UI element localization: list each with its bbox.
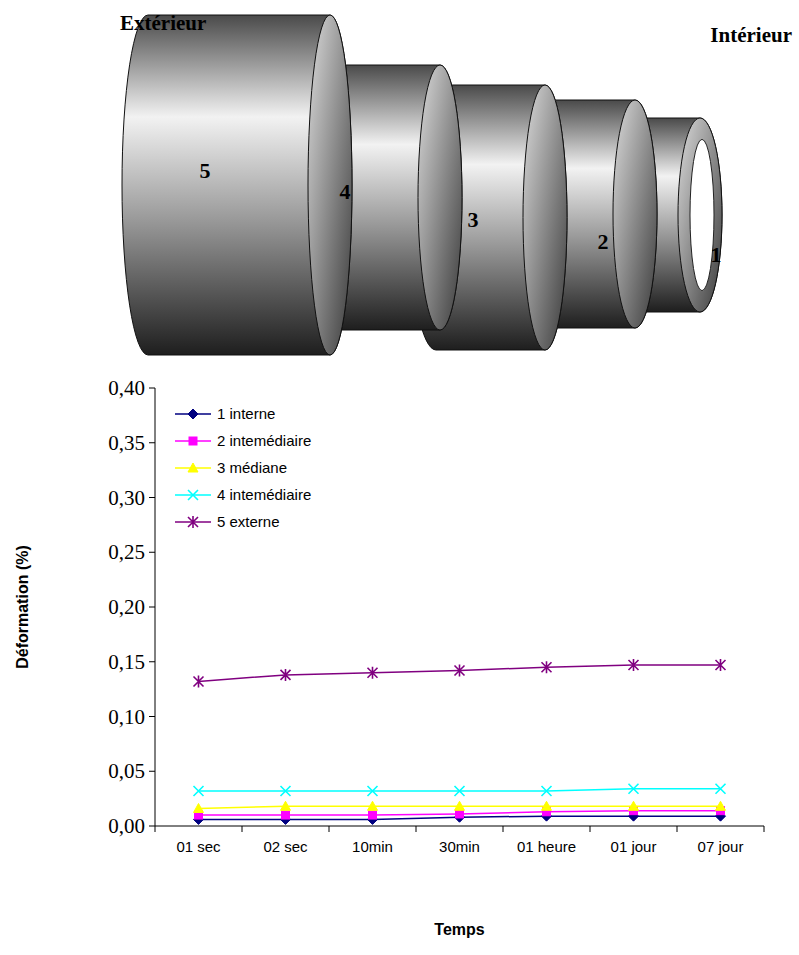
page: 54321ExtérieurIntérieur0,000,050,100,150… [0, 0, 799, 955]
y-tick [149, 497, 155, 498]
x-tick [590, 826, 591, 832]
cylinder-end [308, 15, 352, 355]
y-tick-label: 0,40 [108, 376, 145, 400]
marker [188, 490, 198, 500]
y-tick-label: 0,25 [108, 540, 145, 564]
ring-label: 3 [468, 207, 479, 232]
marker [368, 786, 378, 796]
marker [629, 784, 639, 794]
marker [455, 665, 465, 677]
y-tick [149, 607, 155, 608]
marker [455, 786, 465, 796]
legend-label: 2 intemédiaire [217, 432, 311, 449]
cylinder-end [678, 118, 722, 312]
marker [281, 801, 291, 810]
marker [716, 801, 726, 810]
marker [368, 667, 378, 679]
y-tick-label: 0,20 [108, 595, 145, 619]
x-tick-label: 10min [352, 838, 393, 855]
series [194, 801, 726, 812]
y-tick [149, 661, 155, 662]
marker [716, 659, 726, 671]
marker [368, 801, 378, 810]
marker [629, 659, 639, 671]
marker [542, 661, 552, 673]
y-tick [149, 388, 155, 389]
marker [629, 801, 639, 810]
cylinder-end [418, 65, 462, 330]
x-axis-title: Temps [434, 921, 484, 938]
y-tick-label: 0,10 [108, 705, 145, 729]
x-tick [503, 826, 504, 832]
marker [716, 784, 726, 794]
cylinder-end [523, 85, 567, 350]
y-tick-label: 0,35 [108, 431, 145, 455]
cylinder-body [122, 15, 352, 355]
y-tick-label: 0,15 [108, 650, 145, 674]
cylinder-end [613, 100, 657, 328]
y-tick [149, 552, 155, 553]
y-tick-label: 0,30 [108, 486, 145, 510]
marker [194, 675, 204, 687]
cylinder-hole [690, 139, 714, 290]
marker [188, 516, 198, 528]
x-tick-label: 30min [439, 838, 480, 855]
legend-label: 1 interne [217, 405, 275, 422]
series [194, 784, 726, 796]
ring-label: 4 [340, 179, 351, 204]
y-tick [149, 716, 155, 717]
ring-label: 5 [200, 158, 211, 183]
x-tick-label: 01 heure [517, 838, 576, 855]
marker [188, 463, 198, 472]
marker [542, 786, 552, 796]
x-tick-label: 01 jour [611, 838, 657, 855]
plot-area [194, 659, 726, 824]
ring-label: 1 [711, 242, 722, 267]
left-label: Extérieur [120, 11, 206, 35]
x-tick-label: 02 sec [263, 838, 308, 855]
y-tick [149, 826, 155, 827]
marker [281, 786, 291, 796]
x-tick [329, 826, 330, 832]
y-tick [149, 771, 155, 772]
legend-label: 5 externe [217, 513, 280, 530]
marker [189, 437, 197, 445]
legend: 1 interne 2 intemédiaire 3 médiane 4 intemé… [175, 405, 311, 530]
x-tick-label: 01 sec [176, 838, 221, 855]
marker [456, 810, 464, 818]
series-line [199, 665, 721, 681]
cylinder-diagram: 5 4 3 2 1 [122, 15, 722, 355]
legend-label: 4 intemédiaire [217, 486, 311, 503]
ring-label: 2 [598, 229, 609, 254]
x-tick-label: 07 jour [698, 838, 744, 855]
marker [455, 801, 465, 810]
marker [542, 801, 552, 810]
x-axis-line [155, 826, 764, 827]
marker [281, 669, 291, 681]
marker [369, 811, 377, 819]
x-tick [416, 826, 417, 832]
y-tick-label: 0,00 [108, 814, 145, 838]
right-label: Intérieur [710, 23, 792, 47]
x-tick [242, 826, 243, 832]
x-tick [677, 826, 678, 832]
y-tick [149, 442, 155, 443]
axes: 0,00 0,05 0,10 0,15 0,20 0,25 0,30 0,35 0,40 01 s… [14, 376, 764, 938]
y-tick-label: 0,05 [108, 759, 145, 783]
y-axis-title: Déformation (%) [14, 545, 31, 669]
marker [194, 803, 204, 812]
series [194, 659, 726, 687]
marker [194, 786, 204, 796]
marker [282, 811, 290, 819]
marker [188, 409, 198, 419]
x-tick [155, 826, 156, 832]
x-tick [764, 826, 765, 832]
legend-label: 3 médiane [217, 459, 287, 476]
